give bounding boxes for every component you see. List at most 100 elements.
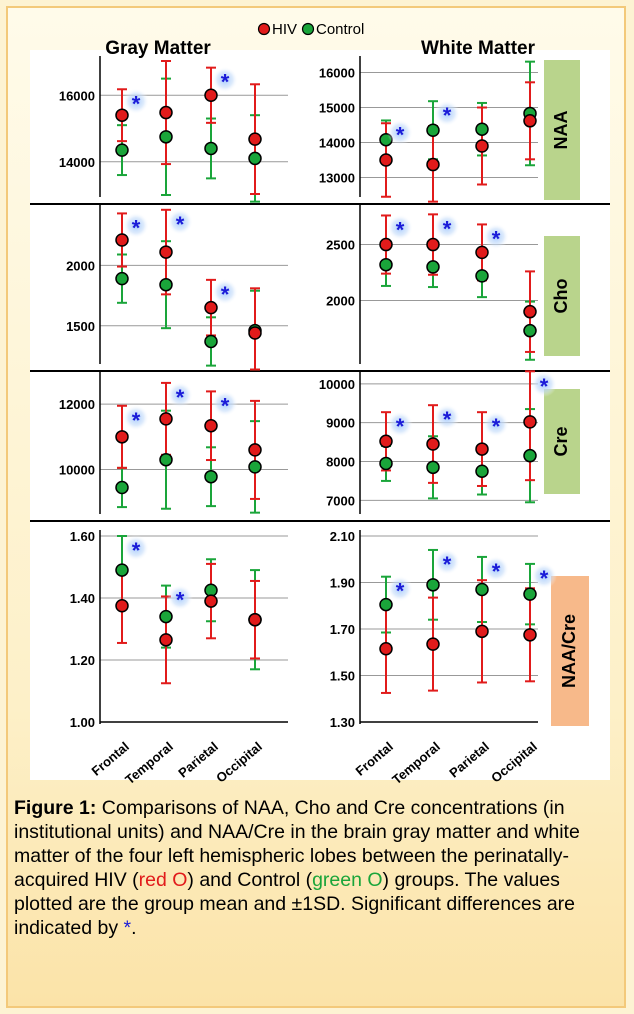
significance-glow bbox=[123, 535, 149, 561]
figure-chart: HIV Control Gray Matter White Matter NAA… bbox=[30, 21, 610, 787]
significance-glow bbox=[167, 208, 193, 235]
y-tick-label: 2.10 bbox=[330, 529, 355, 544]
significance-star: * bbox=[492, 226, 501, 251]
significance-glow bbox=[531, 371, 557, 397]
plot-area-background bbox=[30, 50, 610, 780]
significance-star: * bbox=[221, 282, 230, 307]
control-mean-point bbox=[523, 323, 537, 338]
significance-glow bbox=[434, 404, 460, 431]
y-tick-label: 2000 bbox=[326, 293, 355, 308]
hiv-mean-point bbox=[115, 233, 129, 247]
gray-matter-title: Gray Matter bbox=[105, 38, 211, 59]
significance-star: * bbox=[176, 588, 185, 613]
y-tick-label: 2000 bbox=[66, 258, 95, 273]
y-tick-label: 12000 bbox=[59, 397, 95, 412]
significance-glow bbox=[483, 411, 509, 438]
row-tag-label: NAA bbox=[551, 111, 571, 150]
figure-caption: Figure 1: Comparisons of NAA, Cho and Cr… bbox=[14, 796, 614, 940]
significance-glow bbox=[434, 548, 460, 575]
significance-star: * bbox=[176, 212, 185, 237]
control-mean-point bbox=[426, 123, 440, 137]
control-mean-point bbox=[475, 122, 489, 136]
y-tick-label: 2500 bbox=[326, 238, 355, 253]
hiv-mean-point bbox=[426, 437, 440, 451]
significance-glow bbox=[531, 562, 557, 589]
hiv-mean-point bbox=[159, 633, 173, 647]
control-mean-point bbox=[115, 563, 129, 577]
significance-star: * bbox=[540, 566, 549, 591]
significance-glow bbox=[387, 214, 413, 241]
hiv-mean-point bbox=[159, 105, 173, 120]
hiv-mean-point bbox=[379, 642, 393, 656]
row-tag-label: Cre bbox=[551, 426, 571, 456]
row-tag-label: Cho bbox=[551, 279, 571, 314]
significance-star: * bbox=[132, 408, 141, 433]
y-tick-label: 10000 bbox=[59, 463, 95, 478]
control-mean-point bbox=[475, 464, 489, 478]
significance-glow bbox=[123, 404, 149, 431]
y-tick-label: 1.50 bbox=[330, 669, 355, 684]
significance-glow bbox=[212, 390, 238, 417]
y-tick-label: 1.20 bbox=[70, 653, 95, 668]
control-mean-point bbox=[379, 456, 393, 471]
legend: HIV Control bbox=[257, 21, 364, 38]
hiv-mean-point bbox=[379, 434, 393, 449]
caption-star: * bbox=[123, 917, 132, 939]
hiv-mean-point bbox=[523, 114, 537, 128]
caption-text-1: Comparisons of NAA, Cho and Cre concentr… bbox=[14, 797, 580, 891]
hiv-mean-point bbox=[475, 245, 489, 260]
significance-glow bbox=[434, 100, 460, 127]
y-tick-label: 1.70 bbox=[330, 622, 355, 637]
hiv-mean-point bbox=[204, 88, 218, 102]
panel-naa-gray: 14000 16000 * * bbox=[59, 56, 288, 203]
control-mean-point bbox=[115, 271, 129, 286]
significance-glow bbox=[212, 66, 238, 93]
hiv-mean-point bbox=[248, 612, 262, 627]
caption-hiv-marker: red O bbox=[138, 869, 188, 891]
significance-star: * bbox=[443, 216, 452, 241]
significance-glow bbox=[483, 555, 509, 582]
y-tick-label: 1.30 bbox=[330, 715, 355, 730]
y-tick-label: 1.00 bbox=[70, 715, 95, 730]
hiv-mean-point bbox=[379, 153, 393, 167]
significance-star: * bbox=[443, 552, 452, 577]
y-tick-label: 14000 bbox=[59, 155, 95, 170]
control-mean-point bbox=[159, 130, 173, 144]
control-mean-point bbox=[475, 582, 489, 597]
legend-hiv-marker bbox=[257, 22, 271, 36]
significance-glow bbox=[387, 119, 413, 146]
significance-star: * bbox=[176, 385, 185, 410]
panel-naa-cre-white: 1.30 1.50 1.70 1.90 2.10 * * * * bbox=[330, 529, 557, 730]
significance-glow bbox=[387, 575, 413, 602]
significance-star: * bbox=[396, 579, 405, 604]
control-mean-point bbox=[523, 448, 537, 463]
hiv-mean-point bbox=[248, 443, 262, 457]
hiv-mean-point bbox=[204, 418, 218, 433]
hiv-mean-point bbox=[204, 300, 218, 315]
hiv-mean-point bbox=[204, 594, 218, 608]
hiv-mean-point bbox=[523, 304, 537, 319]
hiv-mean-point bbox=[379, 237, 393, 252]
y-tick-label: 1.60 bbox=[70, 529, 95, 544]
row-tag-3 bbox=[551, 576, 589, 726]
hiv-mean-point bbox=[426, 637, 440, 651]
control-mean-point bbox=[204, 141, 218, 156]
significance-star: * bbox=[132, 538, 141, 563]
significance-star: * bbox=[396, 122, 405, 147]
row-tag-2 bbox=[544, 389, 580, 494]
significance-glow bbox=[167, 381, 193, 408]
hiv-mean-point bbox=[426, 237, 440, 252]
panel-naa-cre-gray: 1.00 1.20 1.40 1.60 * * bbox=[70, 529, 288, 730]
control-mean-point bbox=[204, 469, 218, 484]
row-tag-1 bbox=[544, 236, 580, 356]
hiv-mean-point bbox=[475, 624, 489, 639]
legend-control-marker bbox=[301, 22, 315, 36]
significance-star: * bbox=[492, 414, 501, 439]
significance-star: * bbox=[132, 215, 141, 240]
hiv-mean-point bbox=[248, 326, 262, 340]
control-mean-point bbox=[379, 257, 393, 272]
control-mean-point bbox=[426, 460, 440, 475]
control-mean-point bbox=[159, 452, 173, 467]
significance-glow bbox=[483, 223, 509, 250]
hiv-mean-point bbox=[523, 628, 537, 642]
